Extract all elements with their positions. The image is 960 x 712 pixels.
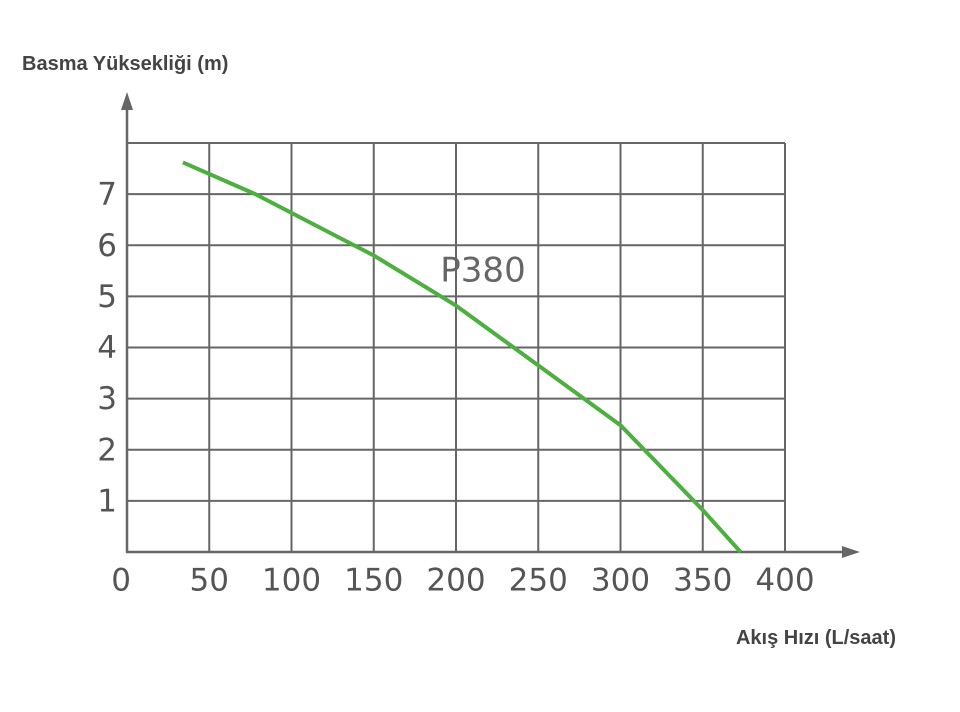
y-tick-label: 7	[97, 177, 117, 213]
y-tick-label: 2	[97, 432, 117, 468]
y-tick-label: 3	[97, 381, 117, 417]
y-axis-title: Basma Yüksekliği (m)	[22, 53, 228, 75]
y-tick-label: 6	[97, 228, 117, 264]
series-label: P380	[440, 251, 525, 291]
y-axis-arrow	[121, 92, 133, 110]
x-axis-arrow	[842, 546, 860, 558]
y-tick-label: 5	[97, 279, 117, 315]
x-tick-label: 50	[190, 563, 229, 599]
x-tick-label: 300	[591, 563, 650, 599]
series-line	[182, 160, 743, 554]
y-tick-label: 1	[97, 483, 117, 519]
x-tick-label: 0	[111, 563, 131, 599]
x-tick-label: 400	[755, 563, 814, 599]
y-tick-label: 4	[97, 330, 117, 366]
x-axis-title: Akış Hızı (L/saat)	[736, 627, 896, 649]
x-tick-label: 200	[426, 563, 485, 599]
x-tick-label: 100	[262, 563, 321, 599]
x-tick-label: 350	[673, 563, 732, 599]
x-tick-label: 150	[344, 563, 403, 599]
x-tick-label: 250	[509, 563, 568, 599]
